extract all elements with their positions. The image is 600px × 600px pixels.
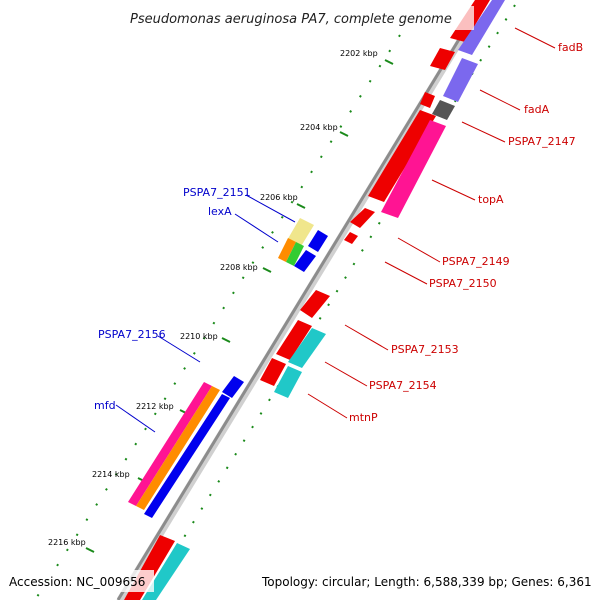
gene-fadA-purple — [443, 58, 478, 102]
reverse-genes — [128, 218, 328, 518]
tick-label: 2204 kbp — [300, 123, 338, 132]
gene-PSPA7_2156-blue — [222, 376, 244, 398]
right-labels: fadB fadA PSPA7_2147 topA PSPA7_2149 PSP… — [349, 41, 583, 424]
tick-label: 2214 kbp — [92, 470, 130, 479]
inner-dotted-guide — [34, 34, 401, 600]
genome-backbone — [116, 0, 488, 600]
footer-backdrop-left — [4, 570, 154, 592]
gene-label-fadB: fadB — [558, 41, 583, 54]
forward-genes — [124, 0, 505, 600]
gene-mtnP-cyan — [274, 366, 302, 398]
gene-label-lexA: lexA — [208, 205, 232, 218]
tick-marks — [85, 59, 394, 553]
accession-text: Accession: NC_009656 — [9, 575, 145, 589]
left-leader-lines — [115, 194, 296, 433]
gene-label-mfd: mfd — [94, 399, 116, 412]
right-leader-lines — [307, 27, 556, 419]
gene-blue-small — [294, 250, 316, 272]
gene-PSPA7_2149-red — [350, 208, 375, 228]
gene-label-PSPA7_2149: PSPA7_2149 — [442, 255, 510, 268]
gene-orange-long — [136, 386, 220, 510]
gene-label-PSPA7_2153: PSPA7_2153 — [391, 343, 459, 356]
gene-PSPA7_2153-red — [300, 290, 330, 318]
gene-red-long — [368, 110, 436, 202]
tick-label: 2206 kbp — [260, 193, 298, 202]
gene-green-small — [286, 242, 304, 266]
gene-lexA-blue — [308, 230, 328, 252]
map-title: Pseudomonas aeruginosa PA7, complete gen… — [130, 12, 452, 27]
gene-PSPA7_2150-red — [344, 232, 358, 244]
gene-label-topA: topA — [478, 193, 504, 206]
tick-labels: 2202 kbp 2204 kbp 2206 kbp 2208 kbp 2210… — [48, 49, 378, 547]
gene-PSPA7_2147-gray — [432, 100, 455, 120]
gene-label-fadA: fadA — [524, 103, 550, 116]
gene-mfd-pink — [128, 382, 212, 506]
tick-label: 2202 kbp — [340, 49, 378, 58]
left-labels: PSPA7_2151 lexA PSPA7_2156 mfd — [94, 186, 251, 412]
gene-label-PSPA7_2156: PSPA7_2156 — [98, 328, 166, 341]
footer-backdrop-right — [258, 570, 596, 592]
gene-blue-long — [144, 394, 230, 518]
gene-label-mtnP: mtnP — [349, 411, 378, 424]
tick-label: 2210 kbp — [180, 332, 218, 341]
gene-topA-pink — [381, 120, 446, 218]
gene-label-PSPA7_2154: PSPA7_2154 — [369, 379, 437, 392]
gene-red-lower2 — [260, 358, 286, 386]
gene-orange-small — [278, 238, 296, 262]
topology-text: Topology: circular; Length: 6,588,339 bp… — [261, 575, 592, 589]
tick-label: 2216 kbp — [48, 538, 86, 547]
gene-label-PSPA7_2147: PSPA7_2147 — [508, 135, 576, 148]
gene-label-PSPA7_2151: PSPA7_2151 — [183, 186, 251, 199]
gene-fadB-purple — [458, 0, 505, 55]
title-backdrop — [126, 6, 474, 30]
tick-label: 2212 kbp — [136, 402, 174, 411]
gene-PSPA7_2154-cyan — [288, 328, 326, 368]
gene-label-PSPA7_2150: PSPA7_2150 — [429, 277, 497, 290]
gene-red-mid — [420, 92, 435, 108]
gene-red-small — [430, 48, 455, 70]
tick-label: 2208 kbp — [220, 263, 258, 272]
gene-red-lower — [276, 320, 312, 360]
